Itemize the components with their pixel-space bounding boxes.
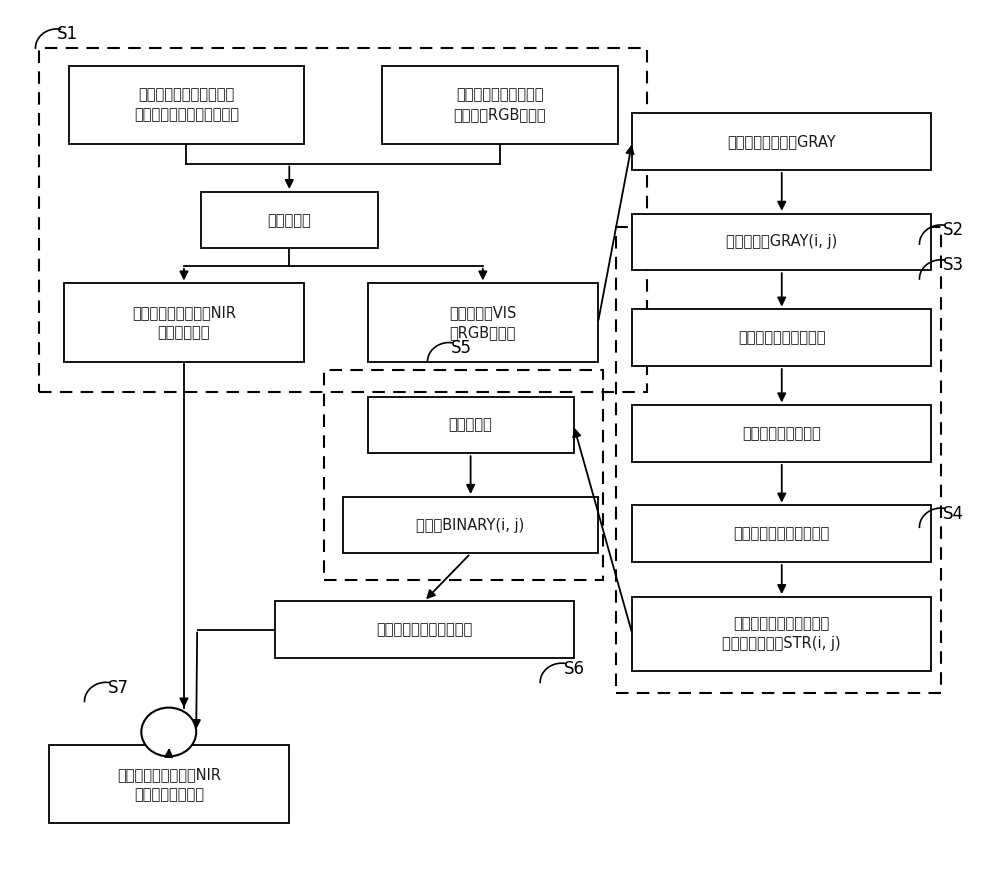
Text: S4: S4 <box>943 505 964 523</box>
Text: 各分块图像灰度归一化: 各分块图像灰度归一化 <box>738 331 826 345</box>
FancyBboxPatch shape <box>632 309 931 366</box>
FancyBboxPatch shape <box>632 405 931 462</box>
FancyBboxPatch shape <box>632 506 931 562</box>
FancyBboxPatch shape <box>343 497 598 553</box>
Text: S5: S5 <box>451 339 472 357</box>
FancyBboxPatch shape <box>382 66 618 144</box>
FancyBboxPatch shape <box>64 284 304 362</box>
Text: 闭运算结果与原灰度图像
相减得增强图像STR(i, j): 闭运算结果与原灰度图像 相减得增强图像STR(i, j) <box>722 617 841 652</box>
Text: 近红外表层静脉图像NIR
（灰度图像）: 近红外表层静脉图像NIR （灰度图像） <box>132 305 236 340</box>
FancyBboxPatch shape <box>49 745 289 823</box>
Text: S7: S7 <box>108 679 129 697</box>
FancyBboxPatch shape <box>69 66 304 144</box>
Text: S6: S6 <box>564 660 585 677</box>
FancyBboxPatch shape <box>201 192 378 248</box>
FancyBboxPatch shape <box>632 597 931 671</box>
FancyBboxPatch shape <box>632 213 931 270</box>
Text: 各分块图像高斯滤波: 各分块图像高斯滤波 <box>742 426 821 441</box>
Text: 预处理为灰度图像GRAY: 预处理为灰度图像GRAY <box>727 134 836 149</box>
Text: S1: S1 <box>57 26 78 44</box>
Text: 滤波得BINARY(i, j): 滤波得BINARY(i, j) <box>416 517 525 533</box>
Text: 可见光图像VIS
（RGB图像）: 可见光图像VIS （RGB图像） <box>449 305 517 340</box>
Circle shape <box>141 708 196 757</box>
Text: 尺寸标准化: 尺寸标准化 <box>267 212 311 228</box>
Text: 采集待成像部位的近红外
表层静脉图像（灰度图像）: 采集待成像部位的近红外 表层静脉图像（灰度图像） <box>134 87 239 122</box>
FancyBboxPatch shape <box>368 284 598 362</box>
Text: S3: S3 <box>943 256 964 274</box>
Text: 图像分块为GRAY(i, j): 图像分块为GRAY(i, j) <box>726 235 837 250</box>
Text: 近红外表层静脉图像NIR
减弱毛发噪声影响: 近红外表层静脉图像NIR 减弱毛发噪声影响 <box>117 767 221 802</box>
Text: 图像二值化: 图像二值化 <box>449 418 492 432</box>
FancyBboxPatch shape <box>368 396 574 453</box>
Text: 采集待成像部位的可见
光图像（RGB图像）: 采集待成像部位的可见 光图像（RGB图像） <box>454 87 546 122</box>
Text: S2: S2 <box>943 221 964 239</box>
Text: 获得毛发噪声像素点集合: 获得毛发噪声像素点集合 <box>376 622 472 637</box>
FancyBboxPatch shape <box>632 114 931 170</box>
FancyBboxPatch shape <box>275 601 574 658</box>
Text: 各分块图像形态学闭运算: 各分块图像形态学闭运算 <box>734 526 830 541</box>
